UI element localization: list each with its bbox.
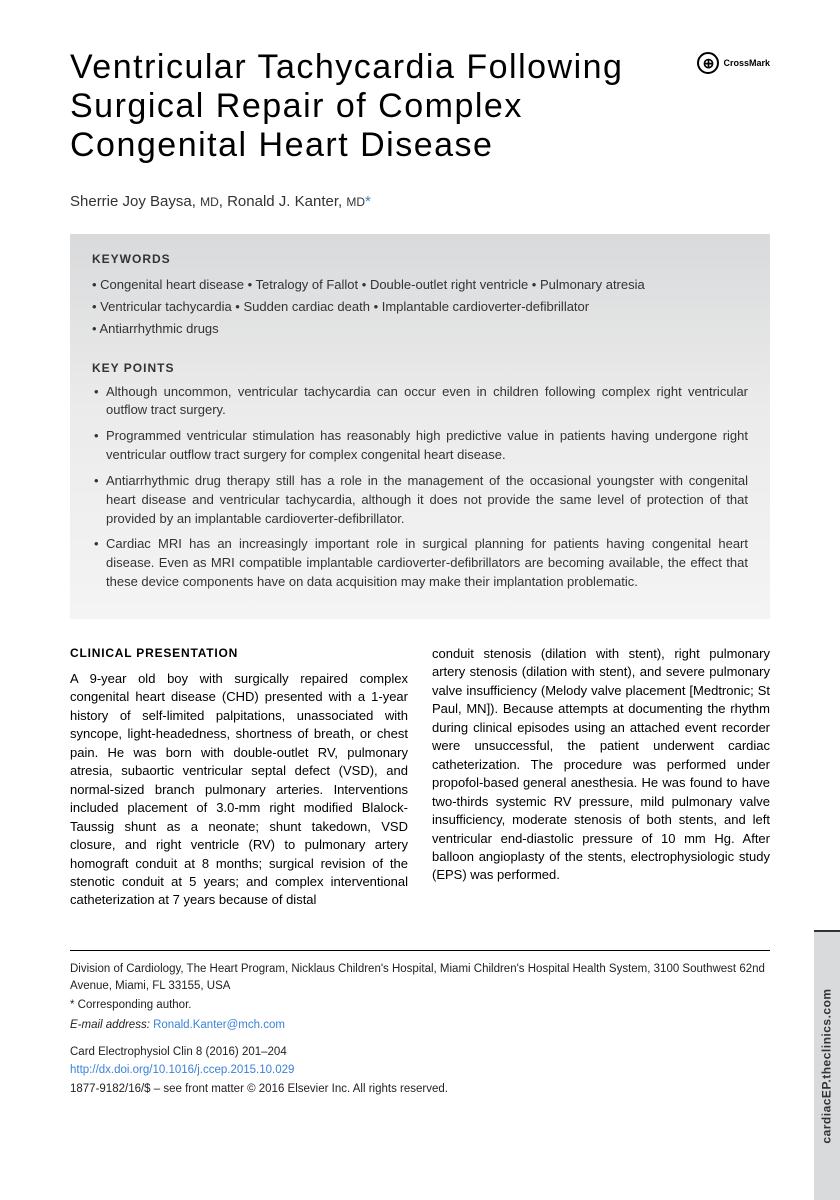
keywords-keypoints-box: KEYWORDS • Congenital heart disease • Te…: [70, 234, 770, 619]
body-text-left: A 9-year old boy with surgically repaire…: [70, 671, 408, 907]
keypoint-item: Although uncommon, ventricular tachycard…: [92, 383, 748, 421]
body-text-right: conduit stenosis (dilation with stent), …: [432, 646, 770, 882]
author-1: Sherrie Joy Baysa, MD: [70, 193, 219, 210]
keypoints-label: KEY POINTS: [92, 361, 748, 375]
crossmark-badge[interactable]: ⊕ CrossMark: [697, 52, 770, 74]
author-2: Ronald J. Kanter, MD: [227, 193, 365, 210]
doi-link[interactable]: http://dx.doi.org/10.1016/j.ccep.2015.10…: [70, 1062, 770, 1079]
body-column-left: CLINICAL PRESENTATION A 9-year old boy w…: [70, 645, 408, 910]
copyright: 1877-9182/16/$ – see front matter © 2016…: [70, 1081, 770, 1098]
body-columns: CLINICAL PRESENTATION A 9-year old boy w…: [70, 645, 770, 910]
crossmark-icon: ⊕: [697, 52, 719, 74]
keypoint-item: Antiarrhythmic drug therapy still has a …: [92, 472, 748, 529]
affiliation: Division of Cardiology, The Heart Progra…: [70, 961, 770, 996]
keypoint-item: Programmed ventricular stimulation has r…: [92, 427, 748, 465]
side-tab: cardiacEP.theclinics.com: [814, 930, 840, 1200]
citation: Card Electrophysiol Clin 8 (2016) 201–20…: [70, 1044, 770, 1061]
article-title: Ventricular Tachycardia Following Surgic…: [70, 48, 670, 165]
body-column-right: conduit stenosis (dilation with stent), …: [432, 645, 770, 910]
email-link[interactable]: Ronald.Kanter@mch.com: [153, 1019, 285, 1031]
keywords-list: • Congenital heart disease • Tetralogy o…: [92, 274, 748, 340]
corresponding-note: * Corresponding author.: [70, 997, 770, 1014]
email-label: E-mail address:: [70, 1019, 150, 1031]
keypoints-section: KEY POINTS Although uncommon, ventricula…: [92, 361, 748, 592]
clinical-heading: CLINICAL PRESENTATION: [70, 645, 408, 662]
author-list: Sherrie Joy Baysa, MD, Ronald J. Kanter,…: [70, 193, 770, 210]
keypoint-item: Cardiac MRI has an increasingly importan…: [92, 535, 748, 592]
corresponding-asterisk: *: [365, 193, 371, 210]
crossmark-label: CrossMark: [723, 58, 770, 68]
keypoints-list: Although uncommon, ventricular tachycard…: [92, 383, 748, 592]
side-tab-url[interactable]: cardiacEP.theclinics.com: [820, 988, 834, 1143]
keywords-label: KEYWORDS: [92, 252, 748, 266]
email-line: E-mail address: Ronald.Kanter@mch.com: [70, 1017, 770, 1034]
footer: Division of Cardiology, The Heart Progra…: [70, 950, 770, 1099]
